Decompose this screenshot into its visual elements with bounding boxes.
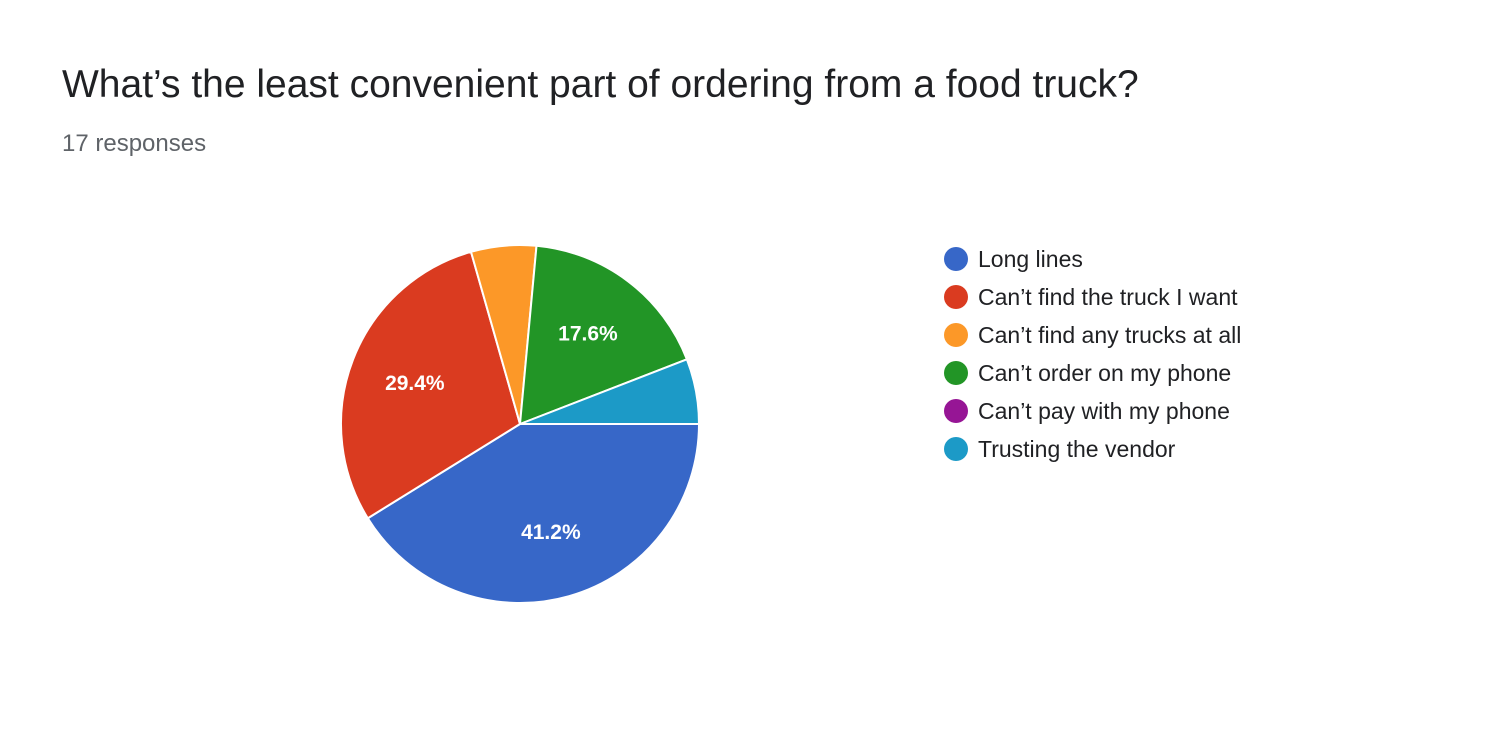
legend-swatch-trusting-the-vendor <box>944 437 968 461</box>
legend-label-trusting-the-vendor: Trusting the vendor <box>978 435 1176 462</box>
pie-slice-long-lines[interactable] <box>366 423 700 604</box>
legend-item-can-t-order-on-my-phone[interactable]: Can’t order on my phone <box>944 354 1241 392</box>
chart-legend: Long lines Can’t find the truck I want Can… <box>944 240 1241 468</box>
legend-label-can-t-order-on-my-phone: Can’t order on my phone <box>978 359 1232 386</box>
legend-item-long-lines[interactable]: Long lines <box>944 240 1241 278</box>
legend-label-can-t-find-the-truck-i-want: Can’t find the truck I want <box>978 283 1238 310</box>
legend-swatch-can-t-find-any-trucks-at-all <box>944 323 968 347</box>
pie-slice-trusting-the-vendor[interactable] <box>519 358 700 425</box>
legend-item-trusting-the-vendor[interactable]: Trusting the vendor <box>944 430 1241 468</box>
legend-swatch-long-lines <box>944 247 968 271</box>
slice-label-can-t-find-the-truck-i-want: 29.4% <box>385 372 445 395</box>
legend-swatch-can-t-order-on-my-phone <box>944 361 968 385</box>
slice-label-long-lines: 41.2% <box>521 521 581 544</box>
legend-swatch-can-t-find-the-truck-i-want <box>944 285 968 309</box>
pie-slice-labels: 41.2% 29.4% 17.6% <box>385 323 618 544</box>
legend-label-can-t-find-any-trucks-at-all: Can’t find any trucks at all <box>978 321 1242 348</box>
pie-slices <box>340 244 700 604</box>
response-count: 17 responses <box>62 130 207 157</box>
pie-slice-can-t-find-the-truck-i-want[interactable] <box>340 250 521 520</box>
slice-label-can-t-order-on-my-phone: 17.6% <box>558 323 618 346</box>
legend-item-can-t-find-the-truck-i-want[interactable]: Can’t find the truck I want <box>944 278 1241 316</box>
legend-item-can-t-find-any-trucks-at-all[interactable]: Can’t find any trucks at all <box>944 316 1241 354</box>
legend-item-can-t-pay-with-my-phone[interactable]: Can’t pay with my phone <box>944 392 1241 430</box>
question-title: What’s the least convenient part of orde… <box>62 63 1139 106</box>
pie-slice-can-t-order-on-my-phone[interactable] <box>519 244 688 425</box>
legend-label-long-lines: Long lines <box>978 245 1083 272</box>
legend-label-can-t-pay-with-my-phone: Can’t pay with my phone <box>978 397 1230 424</box>
legend-swatch-can-t-pay-with-my-phone <box>944 399 968 423</box>
